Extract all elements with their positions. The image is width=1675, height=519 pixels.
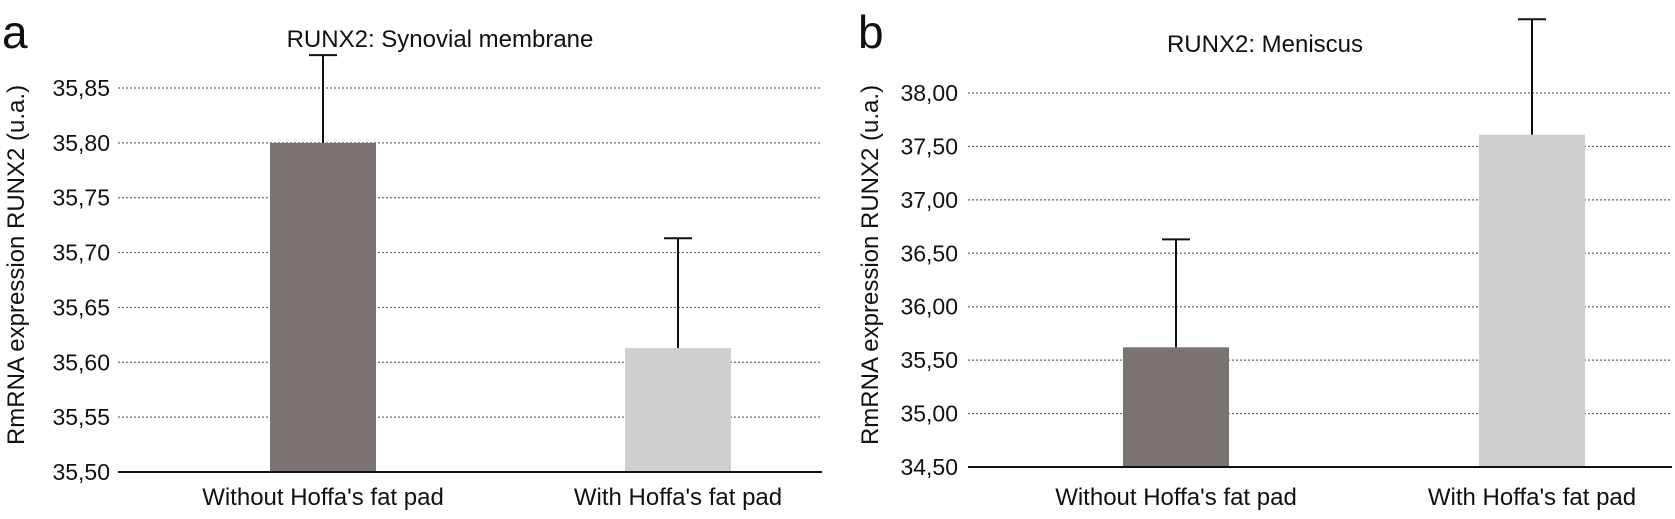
y-tick-label-b: 38,00: [900, 80, 958, 106]
y-tick-label-b: 37,00: [900, 187, 958, 213]
y-tick-label-a: 35,55: [52, 404, 110, 430]
y-tick-label-a: 35,75: [52, 185, 110, 211]
panel-letter-a: a: [2, 6, 28, 58]
chart-title-b: RUNX2: Meniscus: [1167, 31, 1363, 58]
y-tick-label-b: 35,00: [900, 401, 958, 427]
y-tick-label-a: 35,60: [52, 349, 110, 375]
y-tick-label-b: 37,50: [900, 133, 958, 159]
y-tick-label-b: 36,50: [900, 240, 958, 266]
x-category-label-b: Without Hoffa's fat pad: [1055, 484, 1297, 511]
y-axis-label-b: RmRNA expression RUNX2 (u.a.): [857, 85, 884, 445]
bar-b-without: [1123, 347, 1229, 467]
bar-a-with: [625, 348, 731, 472]
y-tick-label-b: 34,50: [900, 454, 958, 480]
x-category-label-a: With Hoffa's fat pad: [574, 484, 782, 511]
panel-letter-b: b: [858, 6, 884, 58]
y-tick-label-a: 35,70: [52, 240, 110, 266]
y-tick-label-b: 35,50: [900, 347, 958, 373]
panel-a: a RUNX2: Synovial membrane RmRNA express…: [2, 6, 822, 511]
y-tick-label-a: 35,80: [52, 130, 110, 156]
y-tick-label-a: 35,50: [52, 459, 110, 485]
y-tick-label-a: 35,85: [52, 75, 110, 101]
chart-title-a: RUNX2: Synovial membrane: [287, 26, 594, 53]
x-category-label-b: With Hoffa's fat pad: [1428, 484, 1636, 511]
panel-b: b RUNX2: Meniscus RmRNA expression RUNX2…: [857, 6, 1672, 511]
bar-a-without: [270, 142, 376, 472]
y-tick-label-b: 36,00: [900, 294, 958, 320]
y-tick-label-a: 35,65: [52, 294, 110, 320]
y-axis-label-a: RmRNA expression RUNX2 (u.a.): [3, 85, 30, 445]
x-category-label-a: Without Hoffa's fat pad: [202, 484, 444, 511]
bar-b-with: [1479, 134, 1585, 467]
